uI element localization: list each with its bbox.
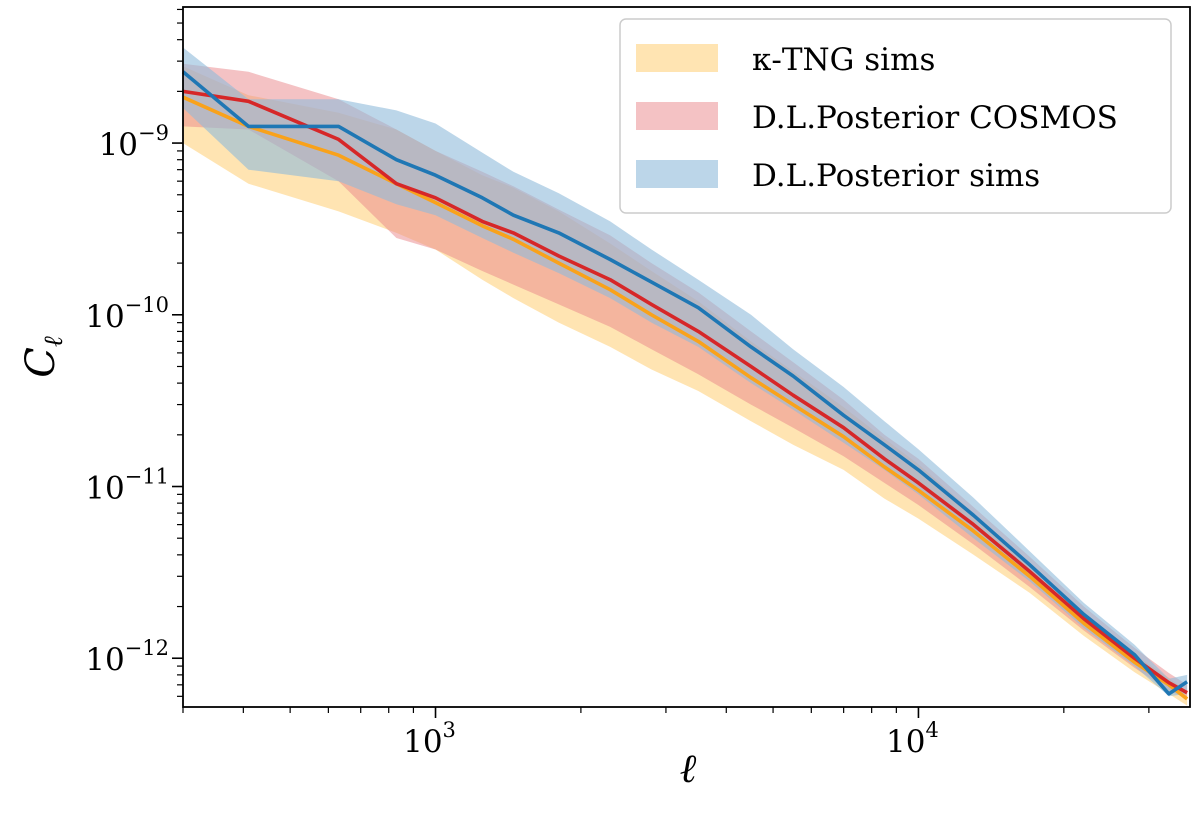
legend-swatch-dl-posterior-cosmos xyxy=(636,102,718,130)
line-d-l-posterior-sims xyxy=(181,70,1189,696)
confidence-bands xyxy=(183,47,1188,706)
legend-frame xyxy=(619,18,1172,214)
x-axis-label: ℓ xyxy=(680,746,697,792)
y-tick-label: 10−12 xyxy=(85,636,169,678)
axis-tick-labels: 103 104 10−9 10−10 10−11 10−12 xyxy=(85,121,939,760)
band-d-l-posterior-cosmos xyxy=(183,63,1188,699)
line-d-l-posterior-cosmos xyxy=(182,89,1188,695)
line-kappa-tng-sims xyxy=(182,95,1189,701)
y-axis-label: C xyxy=(18,347,64,378)
legend-label-kappa-tng: κ-TNG sims xyxy=(752,42,935,78)
y-axis-label-group: Cℓ xyxy=(18,336,69,378)
legend: κ-TNG sims D.L.Posterior COSMOS D.L.Post… xyxy=(619,18,1172,214)
band-d-l-posterior-sims xyxy=(183,47,1188,697)
legend-swatch-kappa-tng xyxy=(636,44,718,72)
y-tick-label: 10−10 xyxy=(85,293,169,335)
x-tick-label: 104 xyxy=(886,718,939,760)
legend-label-dl-posterior-sims: D.L.Posterior sims xyxy=(752,158,1040,194)
mean-lines xyxy=(181,70,1189,701)
y-tick-label: 10−9 xyxy=(99,121,169,163)
axis-ticks xyxy=(172,8,1150,718)
plot-frame xyxy=(182,6,1191,708)
y-tick-label: 10−11 xyxy=(85,465,169,507)
legend-label-dl-posterior-cosmos: D.L.Posterior COSMOS xyxy=(752,100,1118,136)
y-axis-label-subscript: ℓ xyxy=(39,336,69,347)
legend-swatch-dl-posterior-sims xyxy=(636,160,718,188)
svg-text:Cℓ: Cℓ xyxy=(18,336,69,378)
x-tick-label: 103 xyxy=(403,718,456,760)
